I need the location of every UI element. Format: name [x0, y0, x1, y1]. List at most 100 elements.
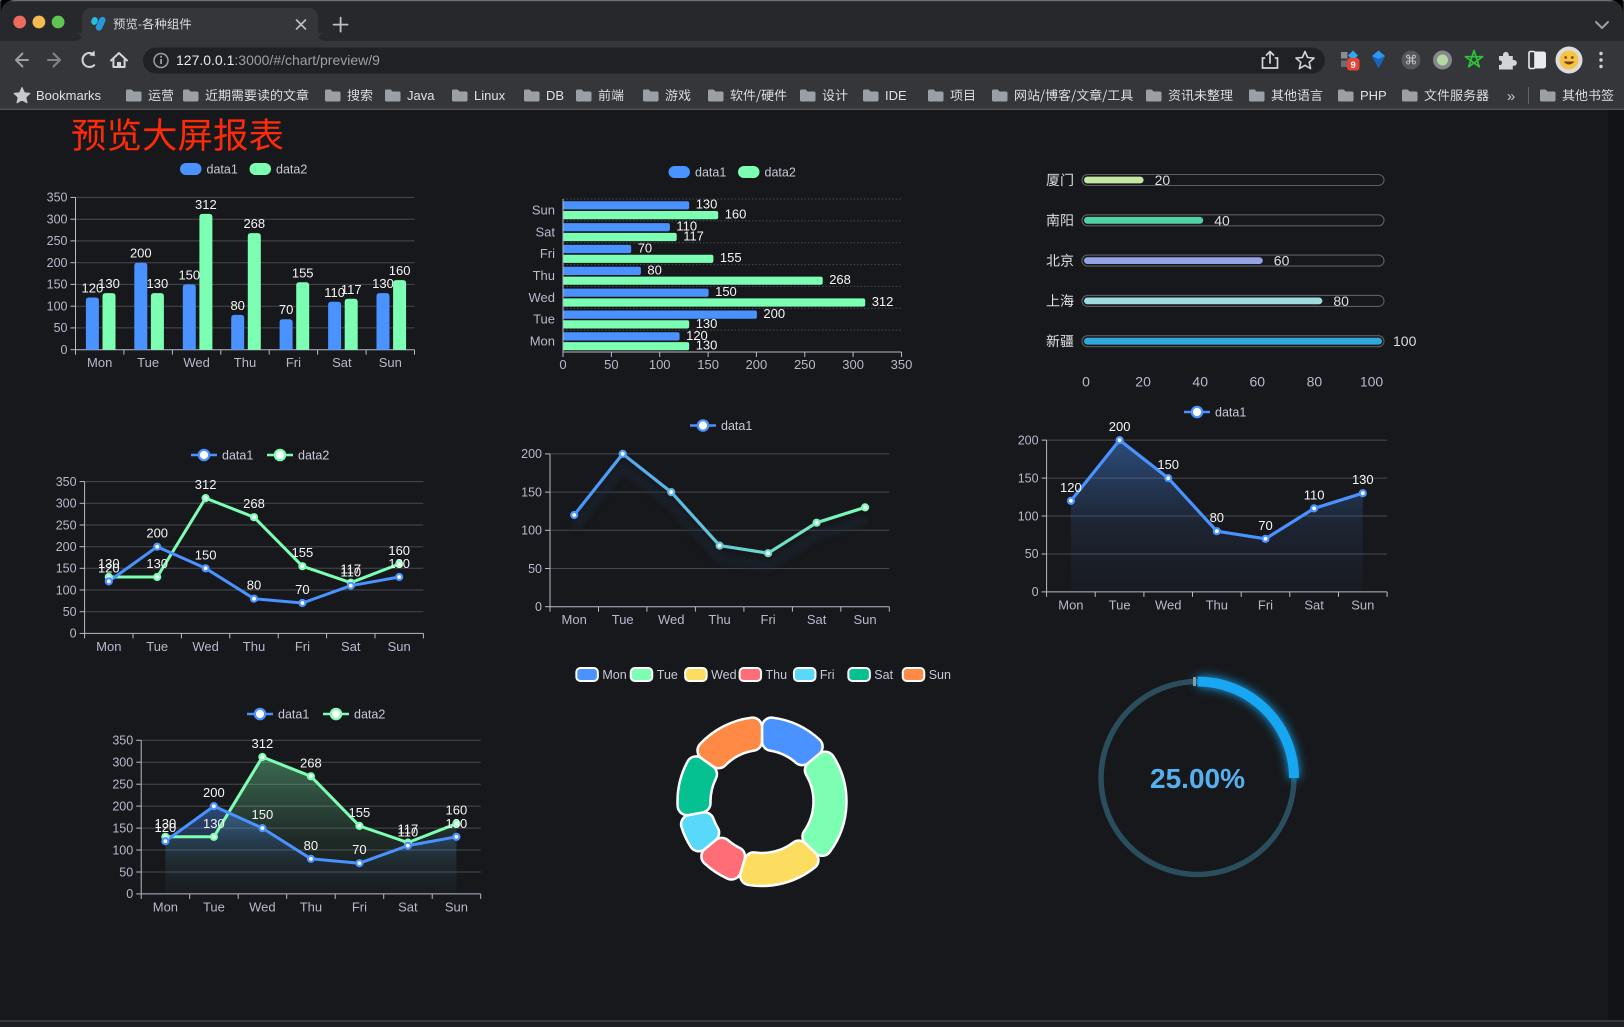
svg-text:data1: data1 [721, 419, 752, 433]
svg-text:40: 40 [1192, 374, 1208, 390]
svg-text:Wed: Wed [183, 355, 210, 370]
svg-text:data2: data2 [298, 449, 329, 463]
svg-text:Sun: Sun [445, 899, 468, 914]
svg-text:Thu: Thu [243, 639, 265, 654]
svg-text:Wed: Wed [249, 899, 276, 914]
svg-text:150: 150 [112, 821, 133, 835]
svg-text:Fri: Fri [295, 639, 310, 654]
svg-text:Mon: Mon [1058, 597, 1083, 612]
svg-text:data1: data1 [278, 708, 309, 722]
svg-text:data1: data1 [222, 449, 253, 463]
svg-text:data2: data2 [276, 163, 307, 177]
svg-text:130: 130 [147, 276, 169, 291]
svg-text:200: 200 [47, 256, 68, 270]
svg-text:150: 150 [195, 547, 217, 562]
svg-text:160: 160 [725, 207, 747, 222]
svg-text:120: 120 [98, 560, 120, 575]
svg-text:Mon: Mon [153, 899, 178, 914]
svg-text:130: 130 [388, 556, 410, 571]
svg-text:100: 100 [1018, 509, 1039, 523]
svg-text:200: 200 [56, 540, 77, 554]
svg-text:150: 150 [56, 562, 77, 576]
svg-text:250: 250 [794, 357, 816, 372]
svg-text:117: 117 [341, 282, 362, 297]
svg-text:Thu: Thu [234, 355, 256, 370]
svg-text:⌘: ⌘ [1405, 53, 1418, 68]
svg-text:200: 200 [521, 447, 542, 461]
svg-text:Fri: Fri [352, 899, 367, 914]
svg-text:0: 0 [1082, 374, 1090, 390]
svg-text:Fri: Fri [761, 612, 776, 627]
svg-text:200: 200 [746, 357, 768, 372]
svg-text:350: 350 [112, 734, 133, 748]
svg-text:100: 100 [1360, 374, 1384, 390]
svg-text:110: 110 [1304, 487, 1325, 502]
svg-text:200: 200 [1109, 419, 1131, 434]
svg-text:Fri: Fri [1258, 597, 1273, 612]
svg-text:Mon: Mon [602, 668, 626, 682]
svg-text:Java: Java [407, 88, 435, 103]
svg-text:0: 0 [126, 887, 133, 901]
svg-text:80: 80 [304, 838, 318, 853]
svg-text:70: 70 [279, 302, 293, 317]
svg-text:130: 130 [696, 338, 718, 353]
svg-text:Mon: Mon [562, 612, 587, 627]
svg-text:Sun: Sun [854, 612, 877, 627]
svg-text:150: 150 [697, 357, 719, 372]
svg-text:Mon: Mon [87, 355, 112, 370]
svg-text:100: 100 [47, 300, 68, 314]
svg-text:130: 130 [98, 276, 120, 291]
svg-text:Tue: Tue [1109, 597, 1131, 612]
svg-text:Sat: Sat [398, 899, 418, 914]
svg-text:40: 40 [1214, 212, 1230, 228]
svg-text:268: 268 [243, 216, 265, 231]
svg-text:312: 312 [252, 736, 274, 751]
svg-text:60: 60 [1274, 253, 1290, 269]
svg-text:Thu: Thu [708, 612, 730, 627]
svg-text:Thu: Thu [533, 268, 555, 283]
svg-text:130: 130 [1352, 472, 1374, 487]
svg-text:268: 268 [829, 272, 851, 287]
svg-text:»: » [1507, 88, 1515, 105]
svg-text:PHP: PHP [1360, 88, 1387, 103]
svg-text:350: 350 [47, 191, 68, 205]
svg-text:130: 130 [446, 816, 468, 831]
svg-text:Sun: Sun [532, 202, 555, 217]
svg-text:70: 70 [295, 582, 309, 597]
svg-text:300: 300 [56, 497, 77, 511]
svg-text:350: 350 [56, 475, 77, 489]
svg-text:130: 130 [155, 816, 177, 831]
svg-text:Sat: Sat [535, 224, 555, 239]
svg-text:0: 0 [535, 600, 542, 614]
svg-text:300: 300 [112, 756, 133, 770]
svg-text:80: 80 [1333, 293, 1349, 309]
svg-text:130: 130 [696, 316, 718, 331]
svg-text:0: 0 [559, 357, 566, 372]
svg-text:268: 268 [243, 496, 265, 511]
svg-text:312: 312 [872, 294, 894, 309]
svg-text:Tue: Tue [612, 612, 634, 627]
svg-text:150: 150 [1018, 471, 1039, 485]
svg-text:Thu: Thu [766, 668, 788, 682]
svg-text:80: 80 [1210, 510, 1224, 525]
svg-text:50: 50 [604, 357, 618, 372]
svg-text:117: 117 [683, 228, 704, 243]
svg-text:250: 250 [112, 778, 133, 792]
svg-text:0: 0 [70, 627, 77, 641]
svg-text:Tue: Tue [203, 899, 225, 914]
svg-text:130: 130 [203, 816, 225, 831]
svg-text:100: 100 [112, 843, 133, 857]
svg-text:150: 150 [178, 267, 200, 282]
svg-text:100: 100 [521, 524, 542, 538]
svg-text:0: 0 [1032, 585, 1039, 599]
svg-text:200: 200 [146, 526, 168, 541]
svg-text:300: 300 [47, 213, 68, 227]
svg-text:200: 200 [1018, 433, 1039, 447]
svg-text:200: 200 [112, 799, 133, 813]
svg-text:Sat: Sat [807, 612, 827, 627]
svg-text:200: 200 [763, 306, 785, 321]
svg-text:150: 150 [1157, 457, 1179, 472]
svg-text:70: 70 [352, 842, 366, 857]
svg-text:110: 110 [324, 285, 345, 300]
svg-text:20: 20 [1155, 172, 1171, 188]
